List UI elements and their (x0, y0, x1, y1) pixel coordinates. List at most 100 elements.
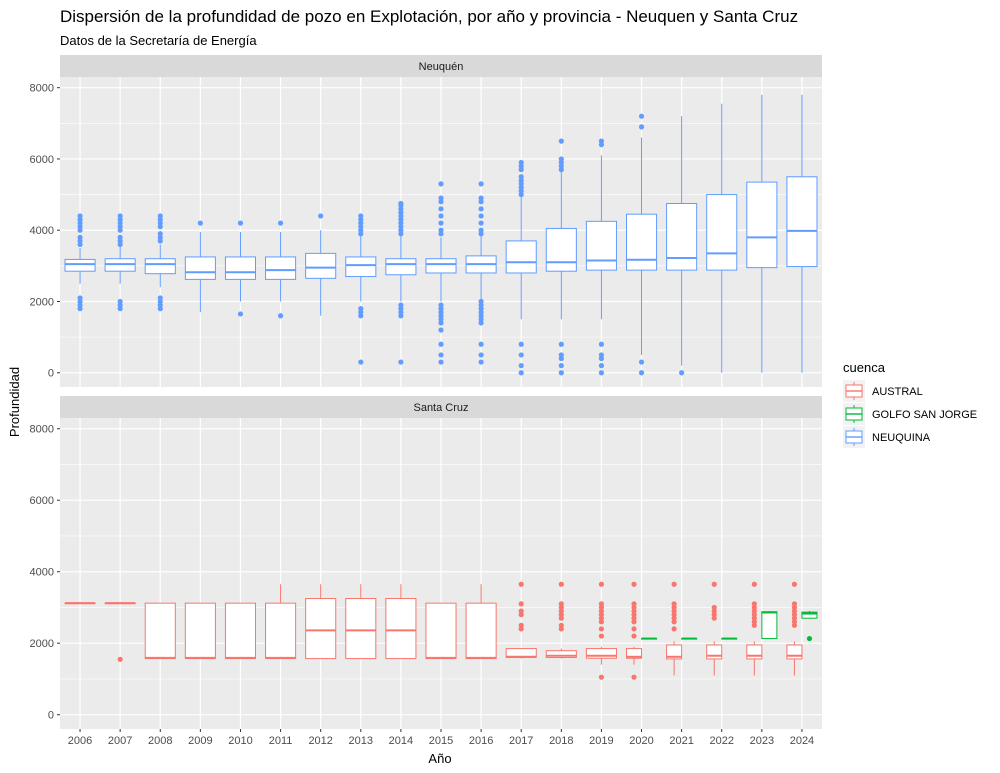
box-iqr (345, 598, 377, 660)
y-tick-label: 2000 (30, 296, 54, 308)
outlier-point (671, 612, 677, 618)
outlier-point (358, 224, 364, 230)
outlier-point (671, 601, 677, 607)
outlier-point (671, 615, 677, 621)
box-iqr (746, 181, 778, 269)
outlier-point (398, 359, 404, 365)
outlier-point (518, 626, 524, 632)
outlier-point (77, 234, 83, 240)
outlier-point (157, 224, 163, 230)
legend: cuenca AUSTRAL GOLFO SAN JORGE NEUQUINA (843, 360, 977, 448)
outlier-point (157, 220, 163, 226)
outlier-point (598, 352, 605, 358)
box-neuquina-2008 (144, 213, 176, 312)
box-austral-2012 (305, 584, 337, 660)
x-tick-label: 2006 (68, 735, 92, 747)
outlier-point (358, 306, 364, 312)
outlier-point (117, 241, 123, 248)
outlier-point (558, 363, 564, 369)
outlier-point (598, 370, 605, 376)
outlier-point (478, 352, 484, 358)
outlier-point (117, 302, 123, 308)
outlier-point (638, 359, 645, 365)
legend-label: GOLFO SAN JORGE (872, 409, 977, 421)
outlier-point (398, 216, 404, 223)
outlier-point (751, 615, 757, 621)
x-tick-label: 2020 (629, 735, 653, 747)
outlier-point (478, 341, 484, 347)
outlier-point (77, 227, 83, 233)
x-tick-label: 2011 (269, 735, 293, 747)
box-austral-2018 (545, 581, 577, 659)
box-iqr (385, 258, 417, 276)
outlier-point (77, 298, 83, 305)
outlier-point (518, 363, 524, 369)
box-iqr (425, 258, 457, 274)
outlier-point (358, 213, 364, 219)
outlier-point (558, 622, 564, 628)
outlier-point (77, 295, 83, 301)
outlier-point (478, 306, 484, 312)
box-neuquina-2010 (224, 220, 257, 317)
outlier-point (598, 142, 605, 148)
outlier-point (679, 370, 685, 376)
outlier-point (358, 220, 364, 226)
outlier-point (398, 302, 404, 308)
panel-1: Santa Cruz 0 2000 4000 6000 8000 (30, 396, 822, 729)
outlier-point (558, 163, 564, 169)
outlier-point (398, 309, 404, 315)
x-tick-label: 2015 (429, 735, 453, 747)
x-tick-label: 2021 (669, 735, 693, 747)
box-iqr (184, 256, 216, 280)
strip-background (60, 396, 822, 418)
outlier-point (398, 224, 404, 230)
outlier-point (638, 370, 645, 376)
outlier-point (558, 626, 564, 632)
outlier-point (358, 313, 364, 319)
box-iqr (625, 648, 643, 659)
outlier-point (438, 181, 444, 187)
outlier-point (518, 177, 524, 183)
chart-subtitle: Datos de la Secretaría de Energía (60, 33, 257, 48)
outlier-point (438, 199, 444, 205)
outlier-point (558, 167, 564, 173)
outlier-point (398, 209, 404, 216)
box-iqr (666, 202, 698, 271)
outlier-point (478, 213, 484, 219)
outlier-point (478, 231, 484, 237)
x-tick-label: 2009 (188, 735, 212, 747)
outlier-point (438, 195, 444, 201)
box-austral-2007 (104, 602, 136, 662)
outlier-point (277, 220, 284, 226)
outlier-point (117, 306, 123, 312)
outlier-point (558, 341, 564, 347)
x-tick-label: 2018 (549, 735, 573, 747)
outlier-point (398, 306, 404, 312)
outlier-point (157, 306, 163, 312)
outlier-point (358, 359, 364, 365)
x-tick-label: 2013 (349, 735, 373, 747)
outlier-point (791, 601, 798, 607)
y-tick-label: 2000 (30, 638, 54, 650)
box-iqr (746, 644, 763, 660)
outlier-point (518, 167, 524, 173)
outlier-point (157, 231, 163, 237)
outlier-point (558, 352, 564, 358)
box-austral-2009 (184, 602, 216, 660)
outlier-point (77, 306, 83, 312)
outlier-point (751, 612, 757, 618)
outlier-point (791, 619, 798, 625)
x-tick-label: 2008 (148, 735, 172, 747)
outlier-point (751, 622, 757, 628)
outlier-point (157, 238, 163, 244)
outlier-point (438, 320, 444, 326)
box-neuquina-2019 (585, 138, 617, 376)
outlier-point (751, 604, 757, 611)
outlier-point (518, 370, 524, 376)
box-golfo-san-jorge-2022 (721, 637, 738, 640)
box-iqr (666, 644, 683, 660)
outlier-point (671, 626, 677, 632)
box-iqr (144, 602, 176, 660)
box-austral-2019 (585, 581, 617, 680)
outlier-point (598, 355, 605, 362)
